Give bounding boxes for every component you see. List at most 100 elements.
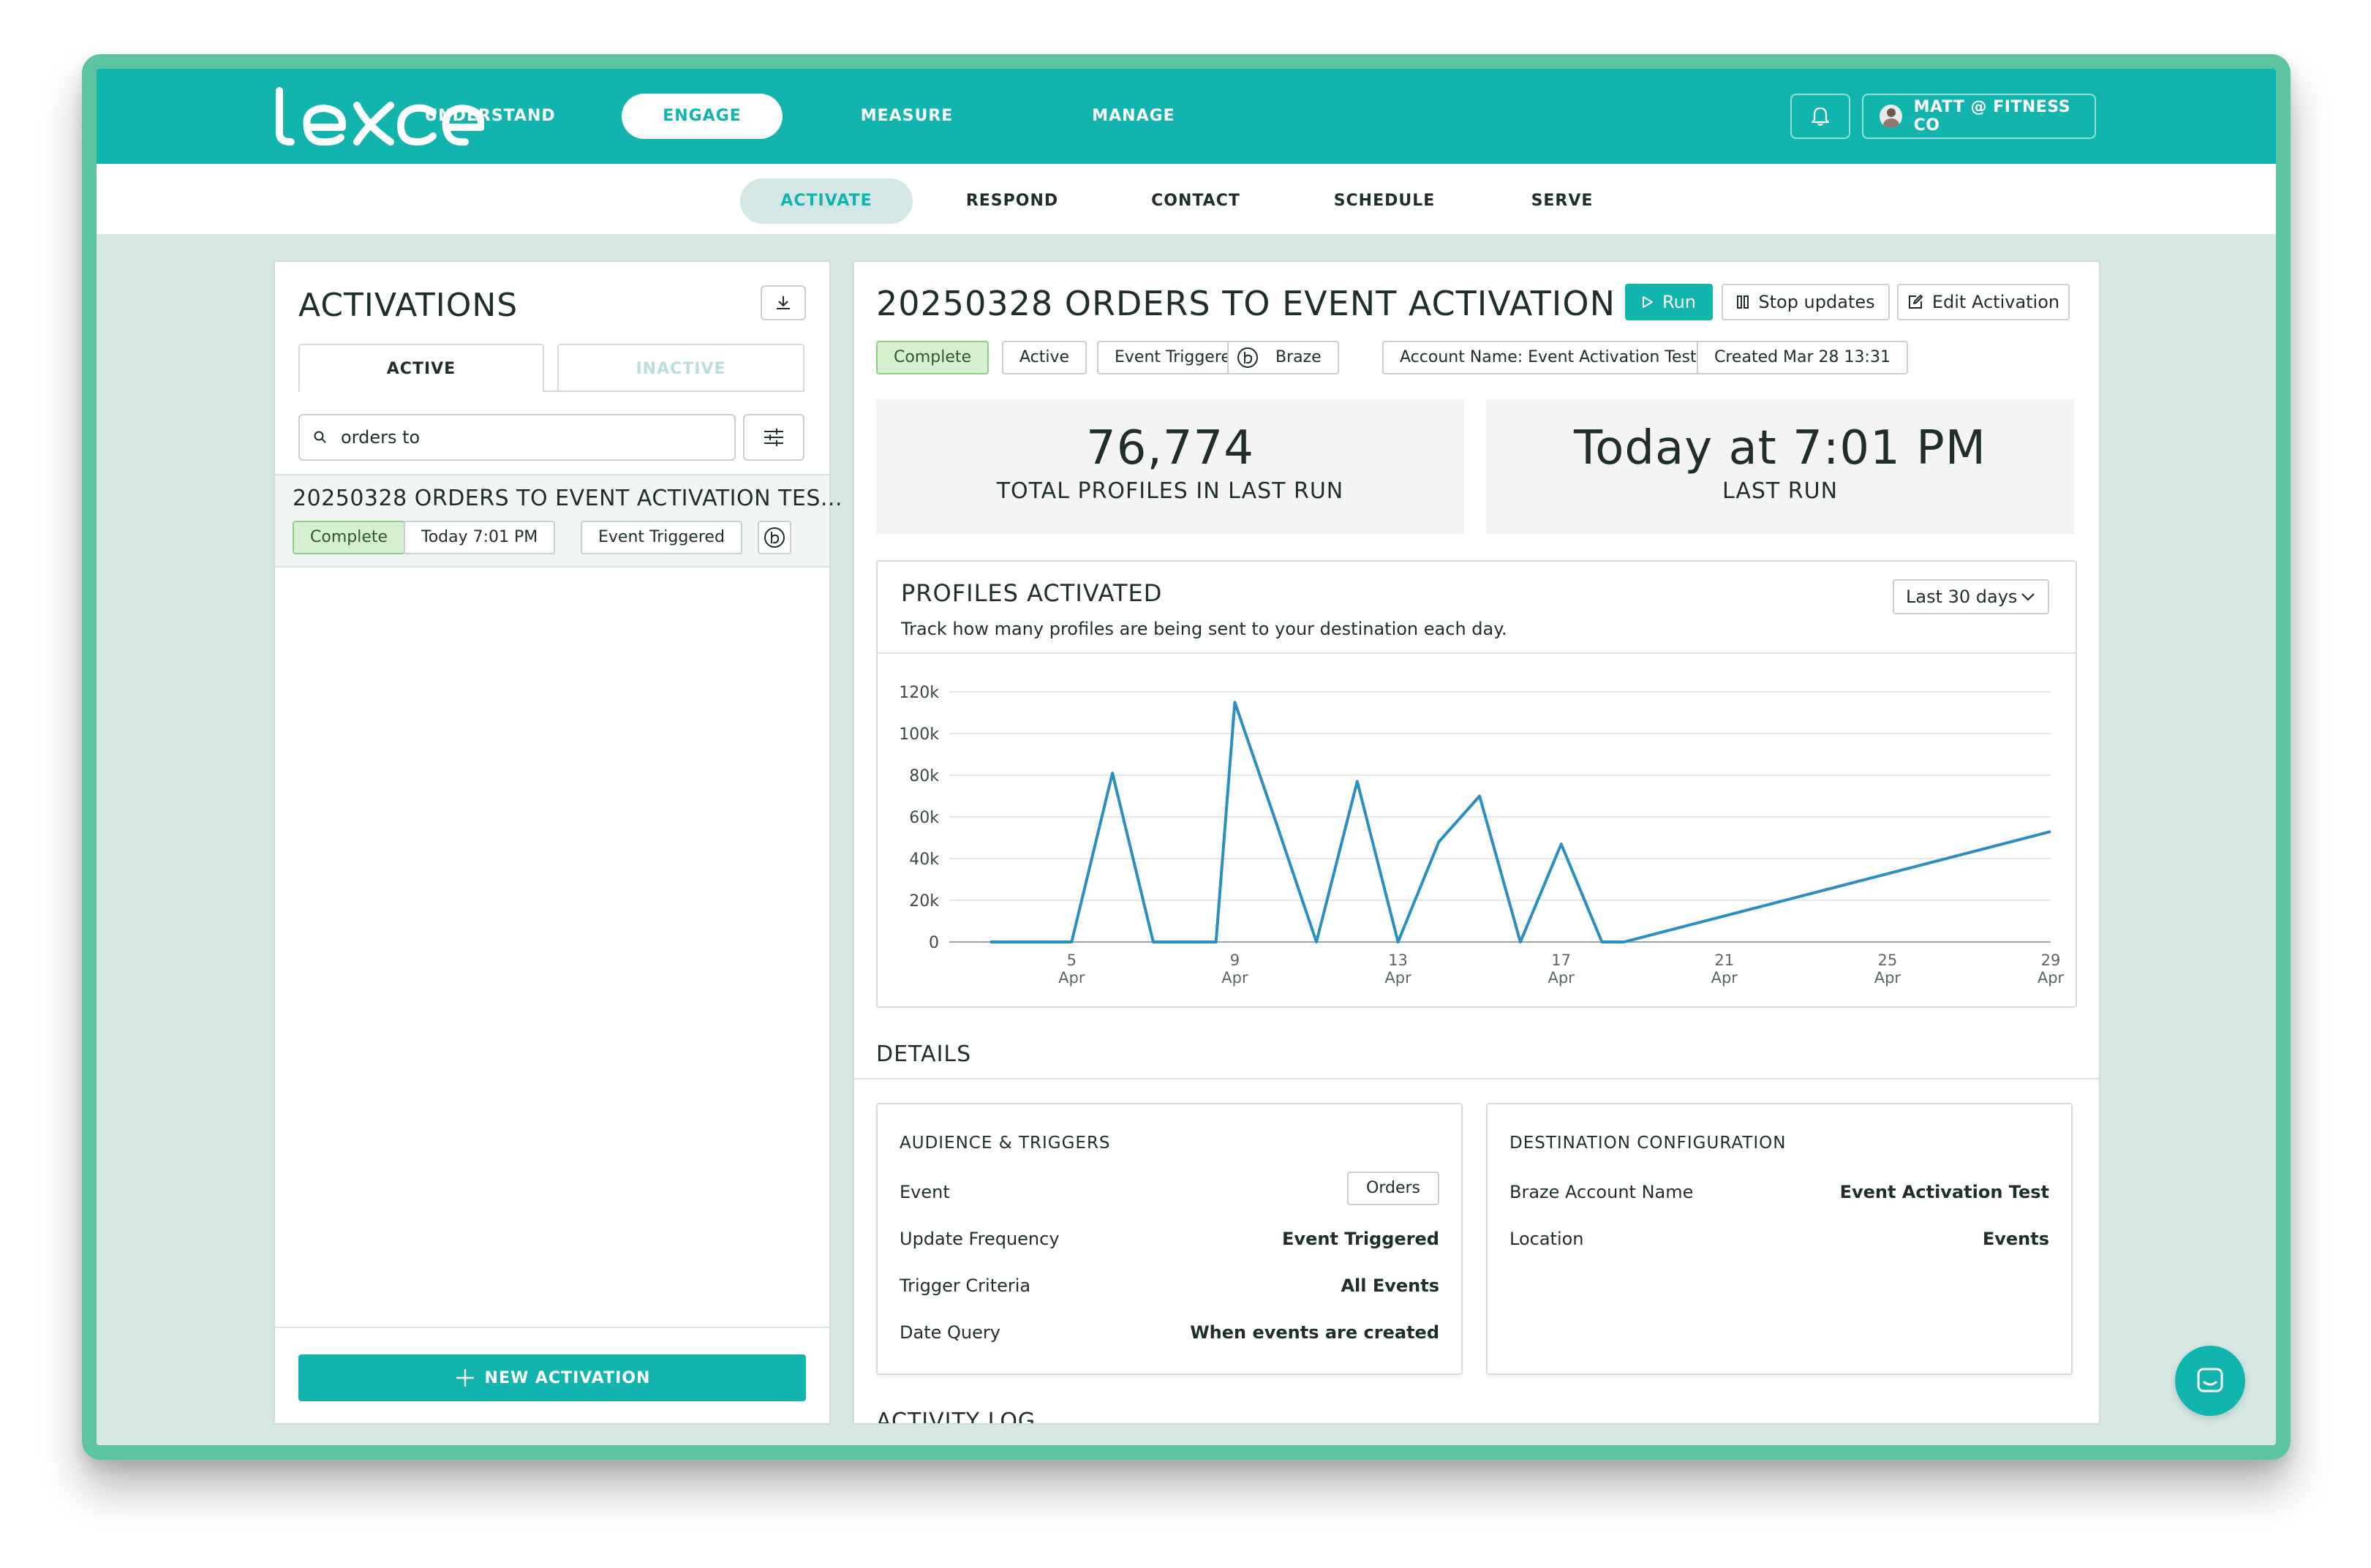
tab-active[interactable]: ACTIVE bbox=[298, 344, 544, 392]
last-run-label: LAST RUN bbox=[1722, 478, 1839, 504]
filter-button[interactable] bbox=[743, 414, 804, 461]
activation-list-item[interactable]: 20250328 ORDERS TO EVENT ACTIVATION TES.… bbox=[275, 474, 843, 568]
frequency-label: Update Frequency bbox=[900, 1229, 1060, 1249]
run-button[interactable]: Run bbox=[1625, 284, 1713, 320]
x-tick-month-label: Apr bbox=[1711, 969, 1738, 987]
event-row: Event Orders bbox=[900, 1172, 1439, 1207]
stop-updates-label: Stop updates bbox=[1758, 292, 1875, 312]
user-name: MATT @ FITNESS CO bbox=[1913, 98, 2071, 135]
nav-measure[interactable]: MEASURE bbox=[860, 107, 954, 125]
edit-activation-button[interactable]: Edit Activation bbox=[1897, 284, 2070, 320]
x-tick-month-label: Apr bbox=[1221, 969, 1248, 987]
criteria-value: All Events bbox=[1341, 1275, 1439, 1296]
details-heading: DETAILS bbox=[876, 1041, 972, 1067]
braze-icon bbox=[758, 521, 791, 554]
lexer-logo-mark bbox=[276, 87, 485, 146]
plus-icon bbox=[456, 1369, 474, 1387]
created-badge: Created Mar 28 13:31 bbox=[1697, 341, 1908, 374]
tab-inactive[interactable]: INACTIVE bbox=[557, 344, 804, 392]
y-tick-label: 60k bbox=[909, 809, 939, 827]
date-range-select[interactable]: Last 30 days bbox=[1893, 579, 2049, 614]
run-label: Run bbox=[1662, 292, 1697, 312]
subnav-schedule[interactable]: SCHEDULE bbox=[1333, 192, 1436, 210]
subnav-activate[interactable]: ACTIVATE bbox=[740, 178, 913, 224]
account-badge: Account Name: Event Activation Test bbox=[1382, 341, 1714, 374]
profiles-activated-card: PROFILES ACTIVATED Track how many profil… bbox=[876, 560, 2077, 1008]
braze-account-label: Braze Account Name bbox=[1509, 1182, 1694, 1202]
bell-icon bbox=[1811, 107, 1830, 127]
state-badge-active: Active bbox=[1002, 341, 1088, 374]
x-tick-month-label: Apr bbox=[1058, 969, 1085, 987]
y-tick-label: 100k bbox=[899, 725, 939, 744]
search-value: orders to bbox=[341, 427, 421, 448]
y-tick-label: 120k bbox=[899, 684, 939, 702]
audience-triggers-card: AUDIENCE & TRIGGERS Event Orders Update … bbox=[876, 1103, 1463, 1375]
y-tick-label: 40k bbox=[909, 851, 939, 869]
braze-icon bbox=[1237, 347, 1258, 368]
destination-config-card: DESTINATION CONFIGURATION Braze Account … bbox=[1486, 1103, 2073, 1375]
date-query-label: Date Query bbox=[900, 1322, 1000, 1343]
nav-manage[interactable]: MANAGE bbox=[1092, 107, 1175, 125]
subnav-contact[interactable]: CONTACT bbox=[1151, 192, 1240, 210]
x-tick-day-label: 17 bbox=[1551, 951, 1571, 969]
sliders-icon bbox=[764, 429, 783, 446]
destination-card-title: DESTINATION CONFIGURATION bbox=[1509, 1134, 1787, 1153]
edit-icon bbox=[1908, 295, 1923, 309]
search-input[interactable]: orders to bbox=[298, 414, 736, 461]
time-badge: Today 7:01 PM bbox=[404, 521, 556, 554]
user-menu-button[interactable]: MATT @ FITNESS CO bbox=[1862, 94, 2096, 139]
edit-activation-label: Edit Activation bbox=[1931, 292, 2060, 312]
lexer-logo[interactable] bbox=[272, 83, 485, 149]
frequency-value: Event Triggered bbox=[1282, 1229, 1439, 1249]
x-tick-month-label: Apr bbox=[1548, 969, 1575, 987]
list-item-title: 20250328 ORDERS TO EVENT ACTIVATION TES.… bbox=[293, 486, 843, 511]
series-line bbox=[990, 701, 2051, 943]
location-label: Location bbox=[1509, 1229, 1584, 1249]
app-window: UNDERSTAND ENGAGE MEASURE MANAGE MATT @ … bbox=[97, 69, 2276, 1445]
sidebar-footer-divider bbox=[275, 1327, 829, 1328]
download-button[interactable] bbox=[761, 285, 806, 320]
tab-divider bbox=[544, 391, 557, 392]
y-tick-label: 0 bbox=[929, 934, 939, 952]
date-range-value: Last 30 days bbox=[1906, 587, 2018, 607]
activity-log-heading: ACTIVITY LOG bbox=[876, 1409, 1036, 1425]
total-profiles-label: TOTAL PROFILES IN LAST RUN bbox=[996, 478, 1344, 504]
notifications-button[interactable] bbox=[1790, 94, 1850, 139]
braze-account-value: Event Activation Test bbox=[1839, 1182, 2049, 1202]
chat-icon bbox=[2197, 1368, 2223, 1392]
pause-icon bbox=[1737, 295, 1749, 309]
status-badge: Complete bbox=[293, 521, 406, 554]
x-tick-month-label: Apr bbox=[1384, 969, 1411, 987]
destination-label: Braze bbox=[1275, 348, 1322, 366]
download-icon bbox=[777, 296, 790, 309]
chart-divider bbox=[878, 652, 2076, 654]
page-title: 20250328 ORDERS TO EVENT ACTIVATION TEST bbox=[876, 284, 1615, 323]
total-profiles-card: 76,774 TOTAL PROFILES IN LAST RUN bbox=[876, 399, 1464, 534]
nav-understand[interactable]: UNDERSTAND bbox=[424, 107, 556, 125]
new-activation-button[interactable]: NEW ACTIVATION bbox=[298, 1354, 806, 1401]
subnav-serve[interactable]: SERVE bbox=[1531, 192, 1594, 210]
avatar bbox=[1880, 105, 1902, 128]
x-tick-day-label: 25 bbox=[1878, 951, 1898, 969]
y-tick-label: 80k bbox=[909, 767, 939, 785]
event-value-chip: Orders bbox=[1347, 1172, 1439, 1205]
x-tick-day-label: 9 bbox=[1230, 951, 1240, 969]
activations-sidebar: ACTIVATIONS ACTIVE INACTIVE orders to bbox=[274, 260, 843, 1425]
last-run-value: Today at 7:01 PM bbox=[1574, 421, 1986, 475]
criteria-row: Trigger Criteria All Events bbox=[900, 1271, 1439, 1300]
date-query-value: When events are created bbox=[1190, 1322, 1439, 1343]
nav-engage[interactable]: ENGAGE bbox=[622, 94, 783, 139]
x-tick-day-label: 21 bbox=[1714, 951, 1734, 969]
destination-badge: Braze bbox=[1227, 341, 1339, 374]
event-label: Event bbox=[900, 1182, 950, 1202]
total-profiles-value: 76,774 bbox=[1086, 421, 1254, 475]
chat-button[interactable] bbox=[2175, 1346, 2245, 1416]
subnav-respond[interactable]: RESPOND bbox=[965, 192, 1059, 210]
stop-updates-button[interactable]: Stop updates bbox=[1722, 284, 1890, 320]
chart-subtitle: Track how many profiles are being sent t… bbox=[901, 619, 1507, 639]
chevron-down-icon bbox=[2021, 593, 2035, 601]
x-tick-month-label: Apr bbox=[1874, 969, 1901, 987]
location-value: Events bbox=[1982, 1229, 2049, 1249]
sidebar-title: ACTIVATIONS bbox=[298, 287, 519, 324]
